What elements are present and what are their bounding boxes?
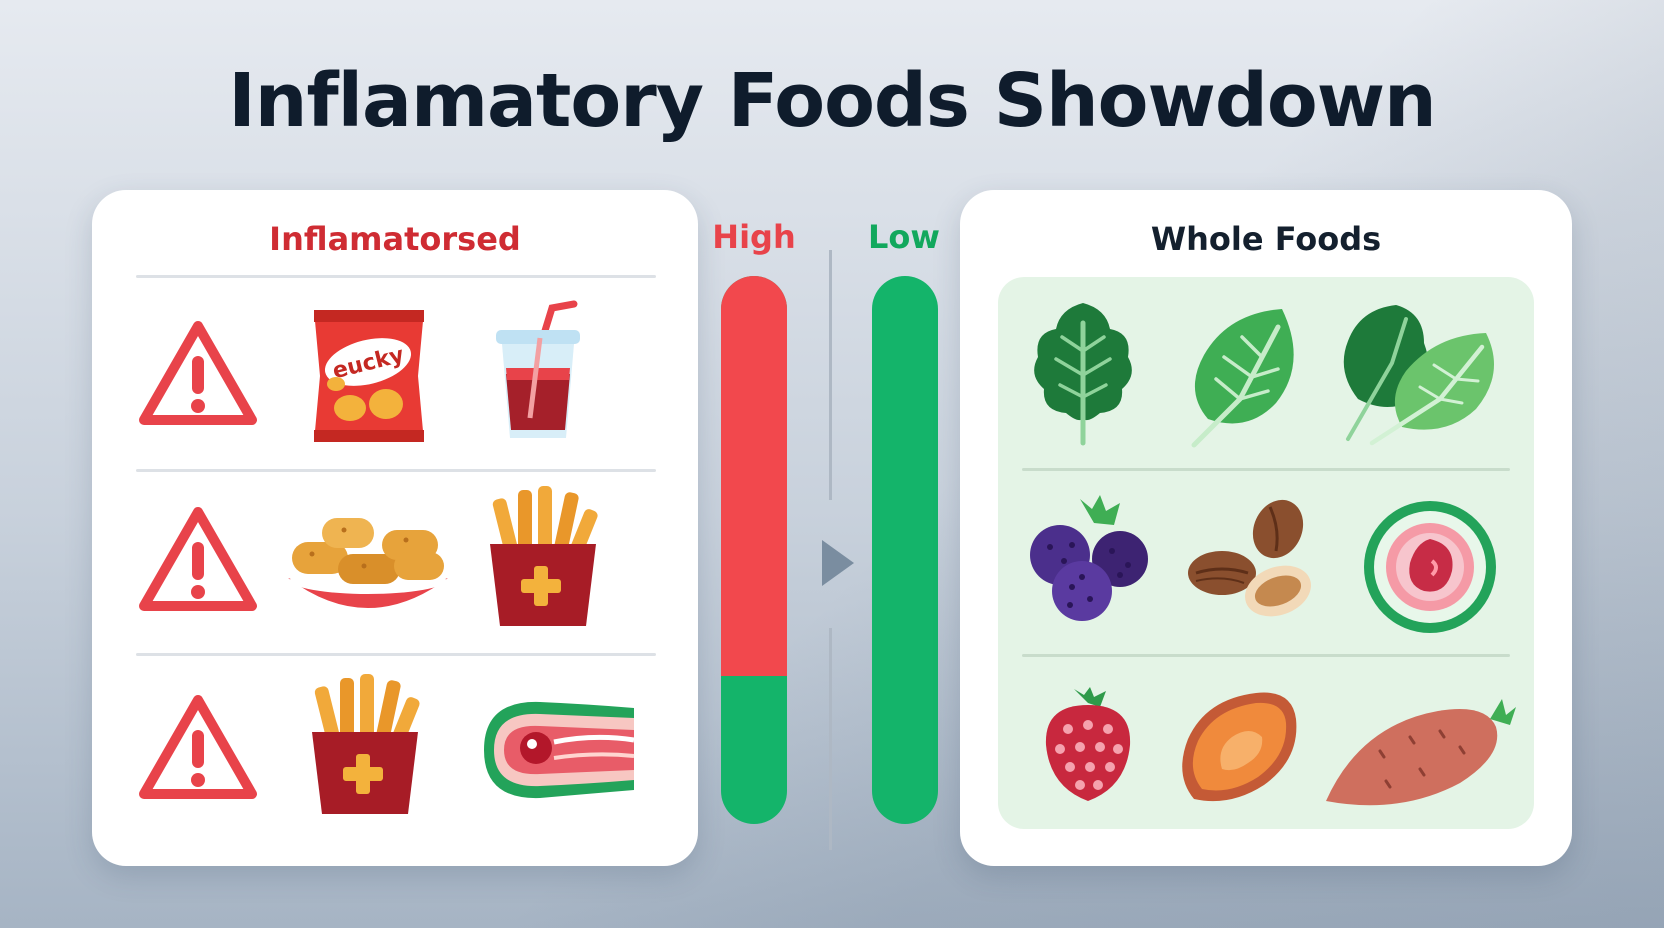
fries-box-icon <box>482 486 604 630</box>
raspberry-icon <box>1040 687 1136 803</box>
warning-triangle-icon <box>136 318 260 430</box>
whole-foods-grid <box>998 277 1534 829</box>
bacon-strip-icon <box>474 694 636 804</box>
center-divider-line <box>829 250 832 500</box>
fries-box-icon <box>304 674 426 818</box>
almonds-icon <box>1182 493 1318 623</box>
sliced-fruit-icon <box>1362 499 1498 635</box>
center-divider-line <box>829 628 832 850</box>
low-inflammation-meter <box>872 276 938 824</box>
sweet-potato-slice-icon <box>1172 689 1302 805</box>
inflammatory-foods-panel: Inflamatorsed eucky <box>92 190 698 866</box>
warning-triangle-icon <box>136 692 260 804</box>
mixed-greens-icon <box>1336 299 1502 449</box>
divider <box>136 653 656 656</box>
warning-triangle-icon <box>136 504 260 616</box>
soda-cup-icon <box>490 298 586 448</box>
divider <box>1022 654 1510 657</box>
play-arrow-icon <box>818 536 858 594</box>
blackberries-icon <box>1028 495 1154 627</box>
kale-leaf-icon <box>1028 299 1138 447</box>
chips-bag-icon: eucky <box>306 304 432 448</box>
divider <box>136 275 656 278</box>
divider <box>1022 468 1510 471</box>
high-inflammation-meter <box>721 276 787 824</box>
sweet-potato-icon <box>1320 685 1516 811</box>
page-title: Inflamatory Foods Showdown <box>228 58 1437 144</box>
whole-foods-panel: Whole Foods <box>960 190 1572 866</box>
fried-nuggets-plate-icon <box>282 508 454 626</box>
divider <box>136 469 656 472</box>
high-meter-red-fill <box>721 276 787 677</box>
high-meter-label: High <box>712 218 796 256</box>
low-meter-label: Low <box>868 218 940 256</box>
inflammatory-panel-heading: Inflamatorsed <box>269 220 521 258</box>
whole-foods-heading: Whole Foods <box>1150 220 1382 258</box>
spinach-leaf-icon <box>1182 303 1304 449</box>
